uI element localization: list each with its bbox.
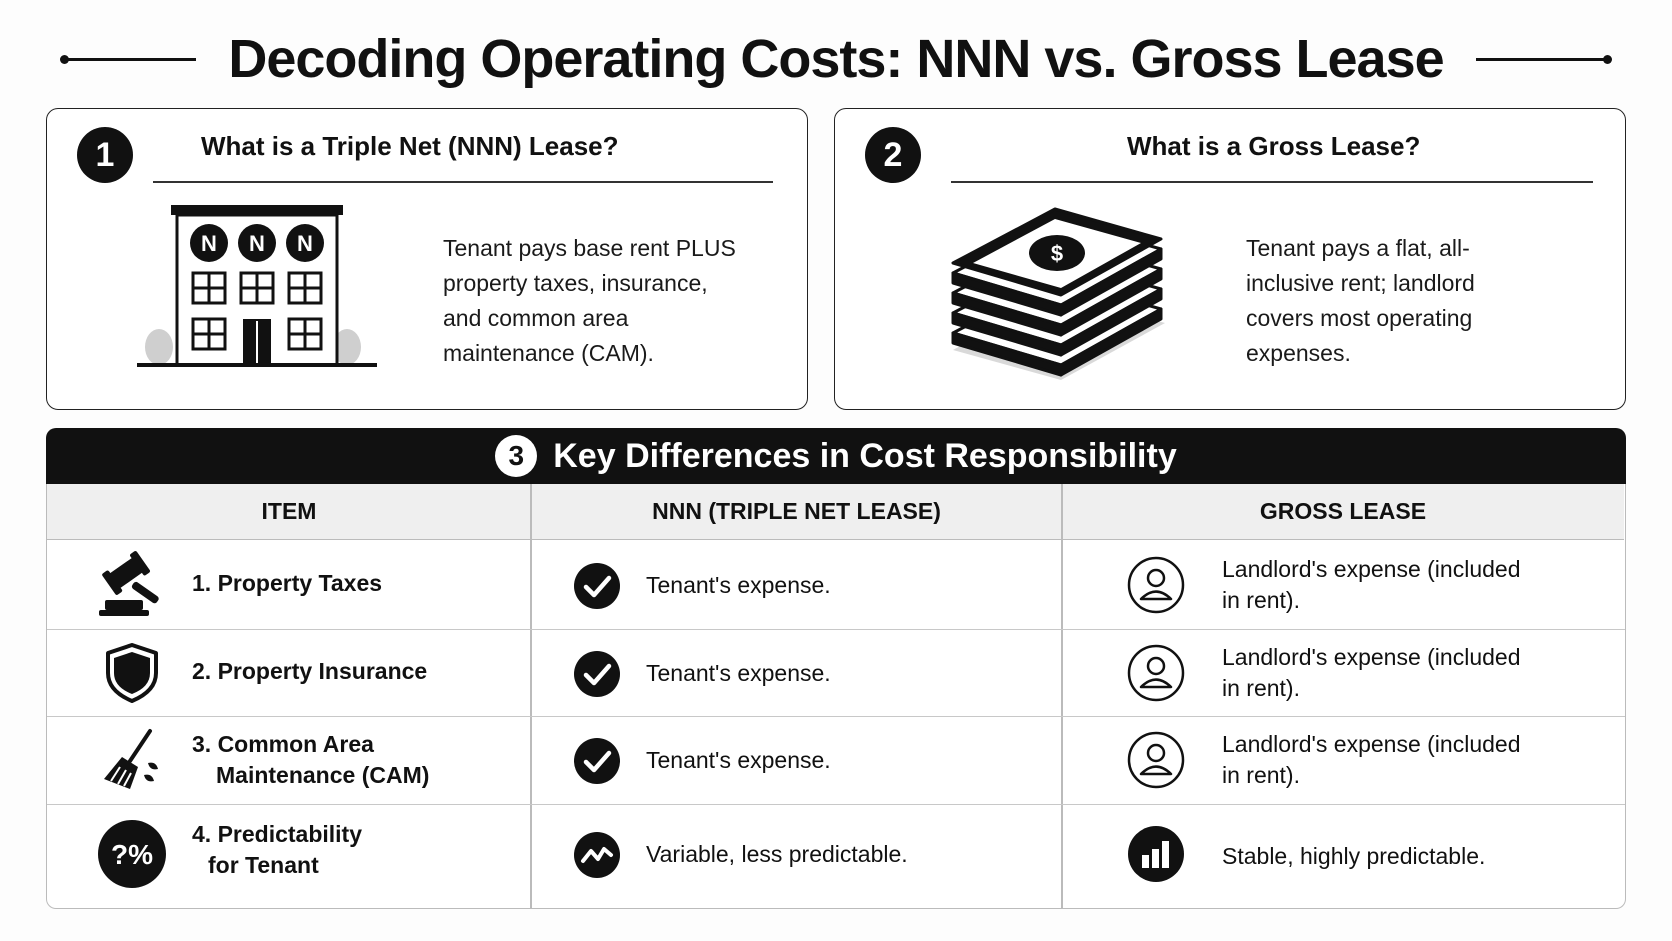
item-label: 2. Property Insurance [192, 656, 427, 687]
item-label-line1: 3. Common Area [192, 731, 374, 757]
question-percent-text: ?% [111, 839, 153, 870]
item-label-line1: 4. Predictability [192, 821, 363, 847]
building-icon: N N N [137, 205, 377, 367]
bar-chart-icon [1128, 826, 1184, 882]
differences-table: ITEM NNN (TRIPLE NET LEASE) GROSS LEASE … [46, 484, 1626, 909]
row-divider [47, 716, 1625, 717]
item-label-line1: 1. Property Taxes [192, 570, 383, 596]
check-circle-icon [574, 738, 620, 784]
gross-lease-card: 2 What is a Gross Lease? $ Tenant pays a… [834, 108, 1626, 410]
item-label: 3. Common Area Maintenance (CAM) [192, 729, 429, 791]
shield-icon [97, 638, 167, 708]
title-row: Decoding Operating Costs: NNN vs. Gross … [0, 14, 1672, 104]
column-divider [530, 484, 532, 908]
page-title: Decoding Operating Costs: NNN vs. Gross … [228, 29, 1444, 89]
card-title: What is a Gross Lease? [1127, 131, 1421, 161]
differences-title: Key Differences in Cost Responsibility [553, 436, 1177, 475]
building-badge-letter: N [201, 231, 217, 256]
gross-cell-text: Landlord's expense (included in rent). [1222, 556, 1521, 613]
card-divider [153, 181, 773, 183]
building-badge-letter: N [249, 231, 265, 256]
person-circle-icon [1127, 556, 1185, 614]
table-row: 2. Property Insurance Tenant's expense. … [47, 630, 1624, 716]
table-row: ?% 4. Predictability for Tenant Variable… [47, 805, 1624, 905]
nnn-lease-card: 1 What is a Triple Net (NNN) Lease? N N … [46, 108, 808, 410]
table-row: 1. Property Taxes Tenant's expense. Land… [47, 540, 1624, 629]
card-divider [951, 181, 1593, 183]
card-number-badge: 1 [77, 127, 133, 183]
money-symbol: $ [1051, 241, 1063, 266]
title-divider-right [1475, 54, 1612, 64]
gross-cell-text: Landlord's expense (included in rent). [1222, 644, 1521, 701]
money-stack-icon: $ [951, 207, 1165, 380]
item-label-line1: 2. Property Insurance [192, 658, 428, 684]
differences-header: 3 Key Differences in Cost Responsibility [46, 428, 1626, 484]
item-label-line2: for Tenant [208, 852, 319, 878]
card-description: Tenant pays a flat, all-inclusive rent; … [1246, 235, 1475, 366]
building-badge-letter: N [297, 231, 313, 256]
check-circle-icon [574, 563, 620, 609]
column-header-item: ITEM [47, 484, 531, 540]
title-divider-left [60, 54, 197, 64]
card-description: Tenant pays base rent PLUS property taxe… [443, 235, 736, 366]
trend-line-icon [574, 832, 620, 878]
table-row: 3. Common Area Maintenance (CAM) Tenant'… [47, 717, 1624, 804]
person-circle-icon [1127, 644, 1185, 702]
column-divider [1061, 484, 1063, 908]
section-number-badge: 3 [495, 435, 538, 477]
gross-cell-text: Landlord's expense (included in rent). [1222, 731, 1521, 788]
check-circle-icon [574, 651, 620, 697]
person-circle-icon [1127, 731, 1185, 789]
item-label-line2: Maintenance (CAM) [216, 762, 430, 788]
question-percent-icon: ?% [97, 819, 167, 889]
nnn-cell-text: Variable, less predictable. [646, 841, 908, 867]
row-divider [47, 804, 1625, 805]
nnn-cell-text: Tenant's expense. [646, 572, 831, 598]
item-label: 4. Predictability for Tenant [192, 819, 362, 881]
item-label: 1. Property Taxes [192, 568, 382, 599]
column-header-gross: GROSS LEASE [1062, 484, 1624, 540]
nnn-cell-text: Tenant's expense. [646, 660, 831, 686]
card-title: What is a Triple Net (NNN) Lease? [201, 131, 619, 161]
broom-icon [97, 725, 167, 795]
card-number-badge: 2 [865, 127, 921, 183]
gross-cell-text: Stable, highly predictable. [1222, 843, 1486, 869]
column-header-nnn: NNN (TRIPLE NET LEASE) [531, 484, 1062, 540]
nnn-cell-text: Tenant's expense. [646, 747, 831, 773]
row-divider [47, 629, 1625, 630]
gavel-icon [97, 550, 167, 620]
